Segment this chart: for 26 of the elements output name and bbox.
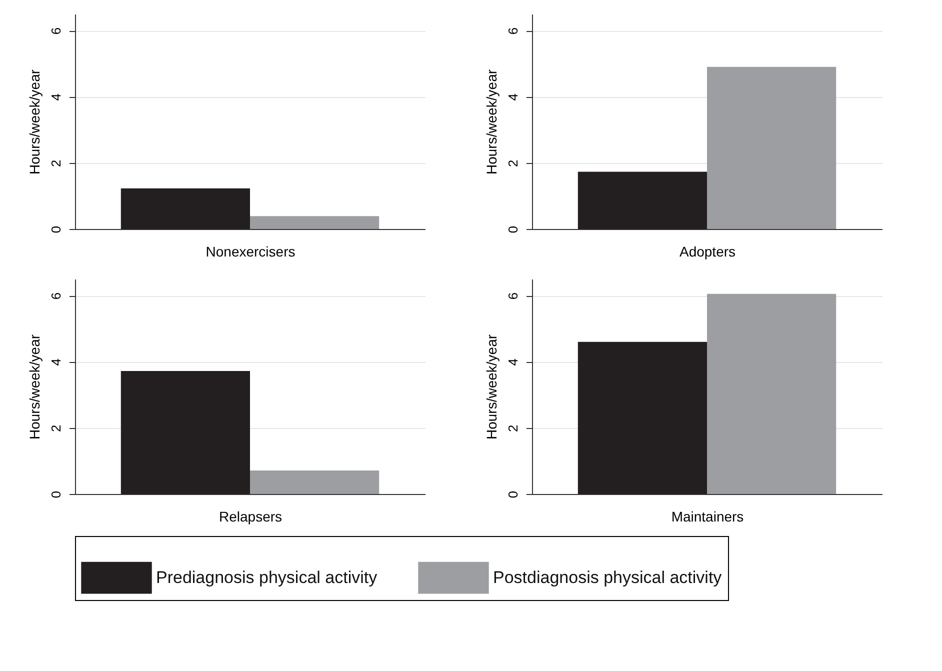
legend-label: Prediagnosis physical activity	[156, 568, 378, 587]
y-tick-label: 4	[48, 94, 64, 101]
y-axis-title: Hours/week/year	[484, 69, 500, 175]
y-tick-label: 6	[506, 27, 520, 35]
y-tick-label: 2	[506, 160, 520, 167]
y-tick-label: 0	[506, 226, 520, 234]
y-tick-label: 4	[506, 94, 520, 101]
y-tick-label: 4	[506, 358, 520, 366]
y-tick-label: 0	[48, 226, 64, 234]
y-tick-label: 0	[48, 490, 64, 498]
y-tick-label: 4	[48, 358, 64, 366]
y-axis-title: Hours/week/year	[26, 334, 42, 440]
x-axis-title: Maintainers	[671, 508, 744, 524]
y-tick-label: 0	[506, 490, 520, 498]
y-tick-label: 6	[506, 292, 520, 300]
x-axis-title: Adopters	[679, 244, 736, 260]
y-tick-label: 2	[506, 424, 520, 432]
x-axis-title: Relapsers	[218, 508, 282, 524]
legend-label: Postdiagnosis physical activity	[493, 568, 722, 587]
y-tick-label: 6	[48, 292, 64, 300]
y-axis-title: Hours/week/year	[26, 69, 42, 175]
y-tick-label: 2	[48, 160, 64, 167]
y-tick-label: 2	[48, 424, 64, 432]
y-axis-title: Hours/week/year	[484, 334, 500, 440]
y-tick-label: 6	[48, 27, 64, 35]
x-axis-title: Nonexercisers	[206, 244, 296, 260]
